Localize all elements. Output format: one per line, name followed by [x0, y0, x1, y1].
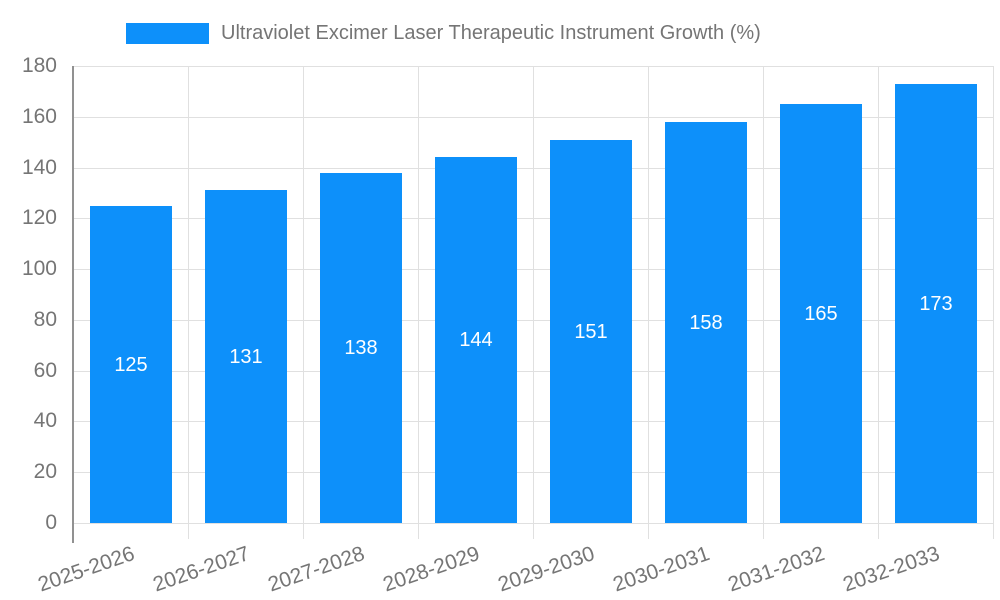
gridline-vertical	[303, 66, 304, 523]
x-axis-line	[73, 523, 993, 524]
bar-value-label: 151	[574, 321, 608, 343]
x-axis-category-label: 2031-2032	[724, 542, 828, 597]
bar-value-label: 165	[804, 303, 838, 325]
bar	[320, 173, 402, 523]
y-axis-tick-label: 160	[21, 105, 57, 128]
x-axis-tick	[303, 523, 304, 539]
gridline-vertical	[648, 66, 649, 523]
gridline-vertical	[993, 66, 994, 523]
x-axis-category-label: 2029-2030	[494, 542, 598, 597]
bar	[665, 122, 747, 523]
x-axis-category-label: 2025-2026	[34, 542, 138, 597]
bar	[435, 157, 517, 523]
x-axis-tick	[763, 523, 764, 539]
gridline-vertical	[418, 66, 419, 523]
y-axis-tick-label: 80	[33, 308, 57, 331]
bar	[90, 206, 172, 523]
gridline-vertical	[763, 66, 764, 523]
y-axis-tick-label: 20	[33, 460, 57, 483]
y-axis-tick-label: 0	[45, 511, 57, 534]
legend-label: Ultraviolet Excimer Laser Therapeutic In…	[221, 22, 761, 44]
bar-value-label: 131	[229, 346, 263, 368]
y-axis-tick-label: 140	[21, 156, 57, 179]
y-axis-tick-label: 60	[33, 359, 57, 382]
x-axis-category-label: 2028-2029	[379, 542, 483, 597]
y-axis-tick-label: 120	[21, 206, 57, 229]
x-axis-category-label: 2030-2031	[609, 542, 713, 597]
legend: Ultraviolet Excimer Laser Therapeutic In…	[126, 22, 761, 45]
bar-value-label: 158	[689, 312, 723, 334]
x-axis-tick	[648, 523, 649, 539]
gridline-vertical	[188, 66, 189, 523]
bar	[205, 190, 287, 523]
y-axis-tick-label: 40	[33, 409, 57, 432]
bar-value-label: 173	[919, 293, 953, 315]
bar-value-label: 125	[114, 354, 148, 376]
bar	[780, 104, 862, 523]
x-axis-category-label: 2027-2028	[264, 542, 368, 597]
x-axis-category-label: 2032-2033	[839, 542, 943, 597]
bar	[895, 84, 977, 523]
y-axis-tick-label: 100	[21, 257, 57, 280]
gridline-vertical	[533, 66, 534, 523]
x-axis-tick	[418, 523, 419, 539]
x-axis-tick	[993, 523, 994, 539]
x-axis-tick	[533, 523, 534, 539]
gridline-vertical	[878, 66, 879, 523]
y-axis-tick-label: 180	[21, 54, 57, 77]
bar-value-label: 144	[459, 329, 493, 351]
legend-swatch	[126, 23, 209, 44]
bar-value-label: 138	[344, 337, 378, 359]
bar	[550, 140, 632, 523]
y-axis-line	[72, 66, 74, 543]
x-axis-tick	[188, 523, 189, 539]
x-axis-category-label: 2026-2027	[149, 542, 253, 597]
x-axis-tick	[878, 523, 879, 539]
